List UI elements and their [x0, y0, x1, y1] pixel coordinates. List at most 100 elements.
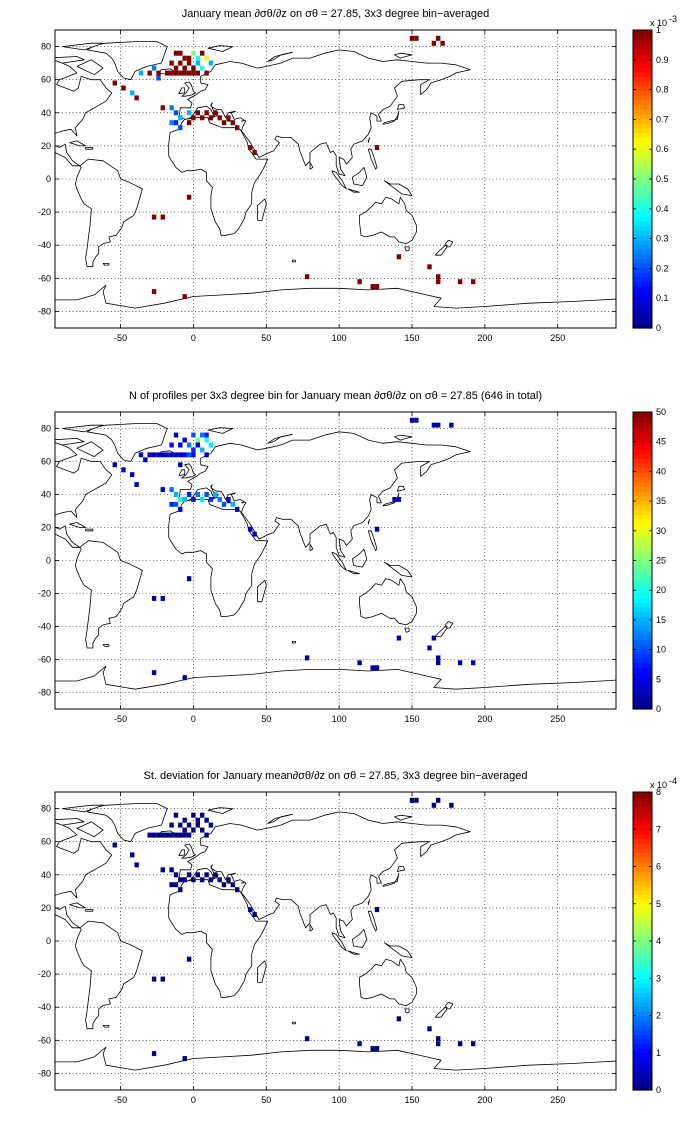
colorbar-segment [633, 1052, 652, 1059]
data-cell [200, 65, 205, 71]
coastline-10 [331, 932, 347, 952]
colorbar-segment [633, 304, 652, 310]
colorbar-segment [633, 104, 652, 110]
colorbar-segment [633, 286, 652, 292]
data-cell [160, 596, 165, 601]
data-cell [151, 832, 157, 838]
y-tick-label: 20 [41, 141, 51, 151]
colorbar-segment [633, 318, 652, 324]
data-cell [213, 110, 218, 116]
data-cell [169, 120, 174, 126]
data-cell [178, 462, 183, 468]
colorbar-segment [633, 927, 652, 933]
colorbar-exponent: x 10 [650, 780, 667, 790]
data-cell [204, 110, 209, 116]
coastline-14 [382, 872, 400, 887]
colorbar-segment [633, 1085, 652, 1091]
colorbar-segment [633, 99, 652, 106]
colorbar-segment [633, 244, 652, 250]
coastline-27 [76, 59, 104, 76]
y-tick-label: 80 [41, 804, 51, 814]
x-tick-label: 200 [477, 1095, 492, 1105]
data-cell [200, 447, 205, 453]
data-cell [374, 907, 380, 913]
coastline-20 [257, 198, 267, 221]
colorbar-segment [633, 225, 652, 231]
colorbar-segment [633, 141, 652, 148]
coastline-30 [85, 909, 94, 912]
x-tick-label: 0 [191, 333, 196, 343]
x-tick-label: 250 [550, 714, 565, 724]
coastline-7 [181, 463, 197, 479]
data-cell [200, 115, 205, 121]
coastline-24 [267, 813, 293, 824]
coastline-5 [359, 958, 417, 1006]
x-tick-label: 200 [477, 333, 492, 343]
map-layer [55, 412, 616, 709]
coastline-22 [309, 924, 314, 932]
data-cell [182, 877, 187, 883]
colorbar-segment [633, 169, 652, 175]
data-cell [173, 65, 179, 71]
colorbar-tick-label: 0.9 [656, 55, 669, 65]
y-tick-label: -60 [38, 655, 51, 665]
data-cell [374, 526, 380, 532]
data-cell [134, 862, 139, 868]
colorbar-segment [633, 486, 652, 492]
colorbar-segment [633, 476, 652, 483]
data-cell [178, 60, 183, 66]
colorbar-segment [633, 954, 652, 961]
data-cell [182, 675, 187, 681]
data-cell [396, 497, 402, 502]
data-cell [169, 60, 174, 66]
data-cell [186, 832, 192, 838]
colorbar-segment [633, 500, 652, 506]
data-cell [160, 867, 165, 873]
data-cell [178, 832, 183, 838]
colorbar-segment [633, 959, 652, 965]
data-cell [182, 65, 187, 71]
colorbar-tick-label: 35 [656, 496, 666, 506]
colorbar-segment [633, 982, 652, 989]
coastline-15 [396, 485, 406, 492]
y-tick-label: 40 [41, 870, 51, 880]
data-cell [182, 1056, 187, 1062]
data-cell [165, 452, 170, 458]
data-cell [304, 655, 310, 661]
colorbar-segment [633, 1057, 652, 1063]
colorbar-segment [633, 1034, 652, 1040]
y-tick-label: -80 [38, 688, 51, 698]
data-cell [182, 452, 187, 458]
colorbar-segment [633, 644, 652, 650]
colorbar-segment [633, 1010, 652, 1017]
data-cell [248, 526, 253, 532]
data-cell [186, 55, 192, 61]
colorbar-segment [633, 945, 652, 951]
data-cell [169, 882, 174, 888]
data-cell [186, 442, 192, 448]
data-cell [169, 70, 174, 76]
colorbar-segment [633, 978, 652, 984]
colorbar-segment [633, 113, 652, 120]
y-tick-label: 0 [46, 556, 51, 566]
data-cell [204, 437, 209, 443]
colorbar-tick-label: 5 [656, 674, 661, 684]
data-cell [173, 501, 179, 507]
data-cell [221, 120, 227, 126]
colorbar-segment [633, 183, 652, 189]
data-cell [208, 60, 214, 66]
coastline-10 [331, 551, 347, 571]
colorbar-segment [633, 565, 652, 571]
coastline-7 [181, 81, 197, 97]
colorbar-segment [633, 71, 652, 78]
coastline-16 [367, 137, 371, 144]
data-cell [431, 802, 437, 808]
x-tick-label: 0 [191, 1095, 196, 1105]
data-cell [169, 487, 174, 492]
data-cell [191, 65, 196, 71]
colorbar-tick-label: 4 [656, 936, 661, 946]
coastline-32 [102, 1025, 110, 1028]
coastline-33 [292, 641, 296, 644]
coastline-27 [76, 441, 104, 458]
coastline-12 [351, 548, 368, 568]
